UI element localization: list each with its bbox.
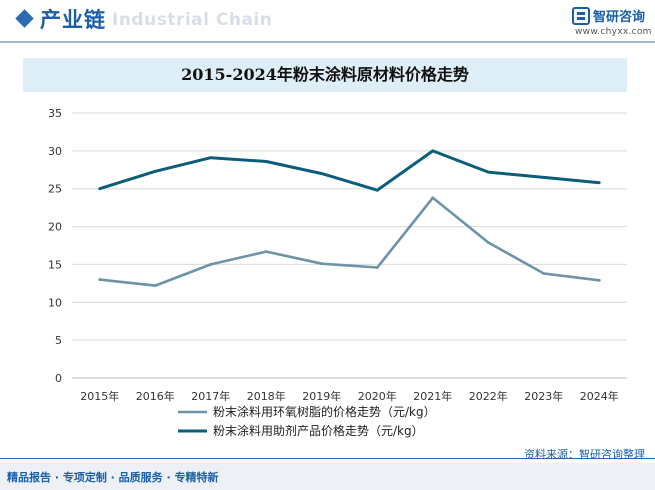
source-note: 资料来源：智研咨询整理 <box>524 448 645 461</box>
y-tick-label: 10 <box>48 296 62 309</box>
brand-name: 智研咨询 <box>593 10 646 25</box>
data-point <box>431 196 435 200</box>
y-tick-label: 15 <box>48 258 62 271</box>
data-point <box>542 175 546 179</box>
data-point <box>264 160 268 163</box>
x-tick-label: 2024年 <box>580 389 619 403</box>
x-tick-label: 2022年 <box>469 389 508 403</box>
data-point <box>209 156 213 160</box>
data-point <box>320 262 324 266</box>
y-tick-label: 5 <box>55 334 62 347</box>
brand-logo-icon <box>572 7 590 25</box>
x-tick-label: 2017年 <box>191 389 230 403</box>
data-point <box>98 187 102 191</box>
brand-url: www.chyxx.com <box>575 27 652 37</box>
data-point <box>153 169 157 173</box>
data-point <box>431 149 435 153</box>
header-watermark: Industrial Chain <box>112 10 273 30</box>
x-tick-label: 2018年 <box>247 389 286 403</box>
x-tick-label: 2016年 <box>136 389 175 403</box>
page-title: 产业链 <box>40 8 106 32</box>
series-line-1 <box>99 196 600 287</box>
footer: 资料来源：智研咨询整理 精品报告 · 专项定制 · 品质服务 · 专精特新 <box>0 448 655 490</box>
footer-slogan: 精品报告 · 专项定制 · 品质服务 · 专精特新 <box>7 471 219 484</box>
footer-divider <box>0 458 655 459</box>
data-point <box>264 250 268 253</box>
line-chart: 0 5 10 15 20 25 30 35 2015年 2016年 2017年 2018年 2019年 2… <box>48 107 627 438</box>
legend-label: 粉末涂料用环氧树脂的价格走势（元/kg） <box>213 404 436 419</box>
chart-title-band: 2015-2024年粉末涂料原材料价格走势 <box>23 58 627 92</box>
data-point <box>597 278 601 282</box>
footer-band: 精品报告 · 专项定制 · 品质服务 · 专精特新 <box>0 463 655 490</box>
chart-title: 2015-2024年粉末涂料原材料价格走势 <box>181 65 469 84</box>
header: Industrial Chain 产业链 智研咨询 www.chyxx.com <box>0 0 655 43</box>
y-tick-label: 25 <box>48 183 62 196</box>
series-line-2 <box>99 149 600 192</box>
data-point <box>375 188 379 192</box>
data-point <box>597 181 601 185</box>
data-point <box>375 266 379 269</box>
x-tick-label: 2021年 <box>413 389 452 403</box>
x-tick-label: 2023年 <box>524 389 563 403</box>
data-point <box>542 272 546 275</box>
data-point <box>153 284 157 288</box>
x-tick-label: 2019年 <box>302 389 341 403</box>
legend-label: 粉末涂料用助剂产品价格走势（元/kg） <box>213 423 424 438</box>
data-point <box>486 170 490 174</box>
x-tick-label: 2015年 <box>80 389 119 403</box>
data-point <box>209 263 213 266</box>
y-tick-label: 0 <box>55 372 62 385</box>
y-tick-label: 20 <box>48 221 62 234</box>
data-point <box>320 172 324 175</box>
data-point <box>486 241 490 244</box>
y-tick-label: 30 <box>48 145 62 158</box>
header-divider <box>0 41 655 43</box>
data-point <box>98 278 102 281</box>
y-tick-label: 35 <box>48 107 62 120</box>
x-tick-label: 2020年 <box>358 389 397 403</box>
